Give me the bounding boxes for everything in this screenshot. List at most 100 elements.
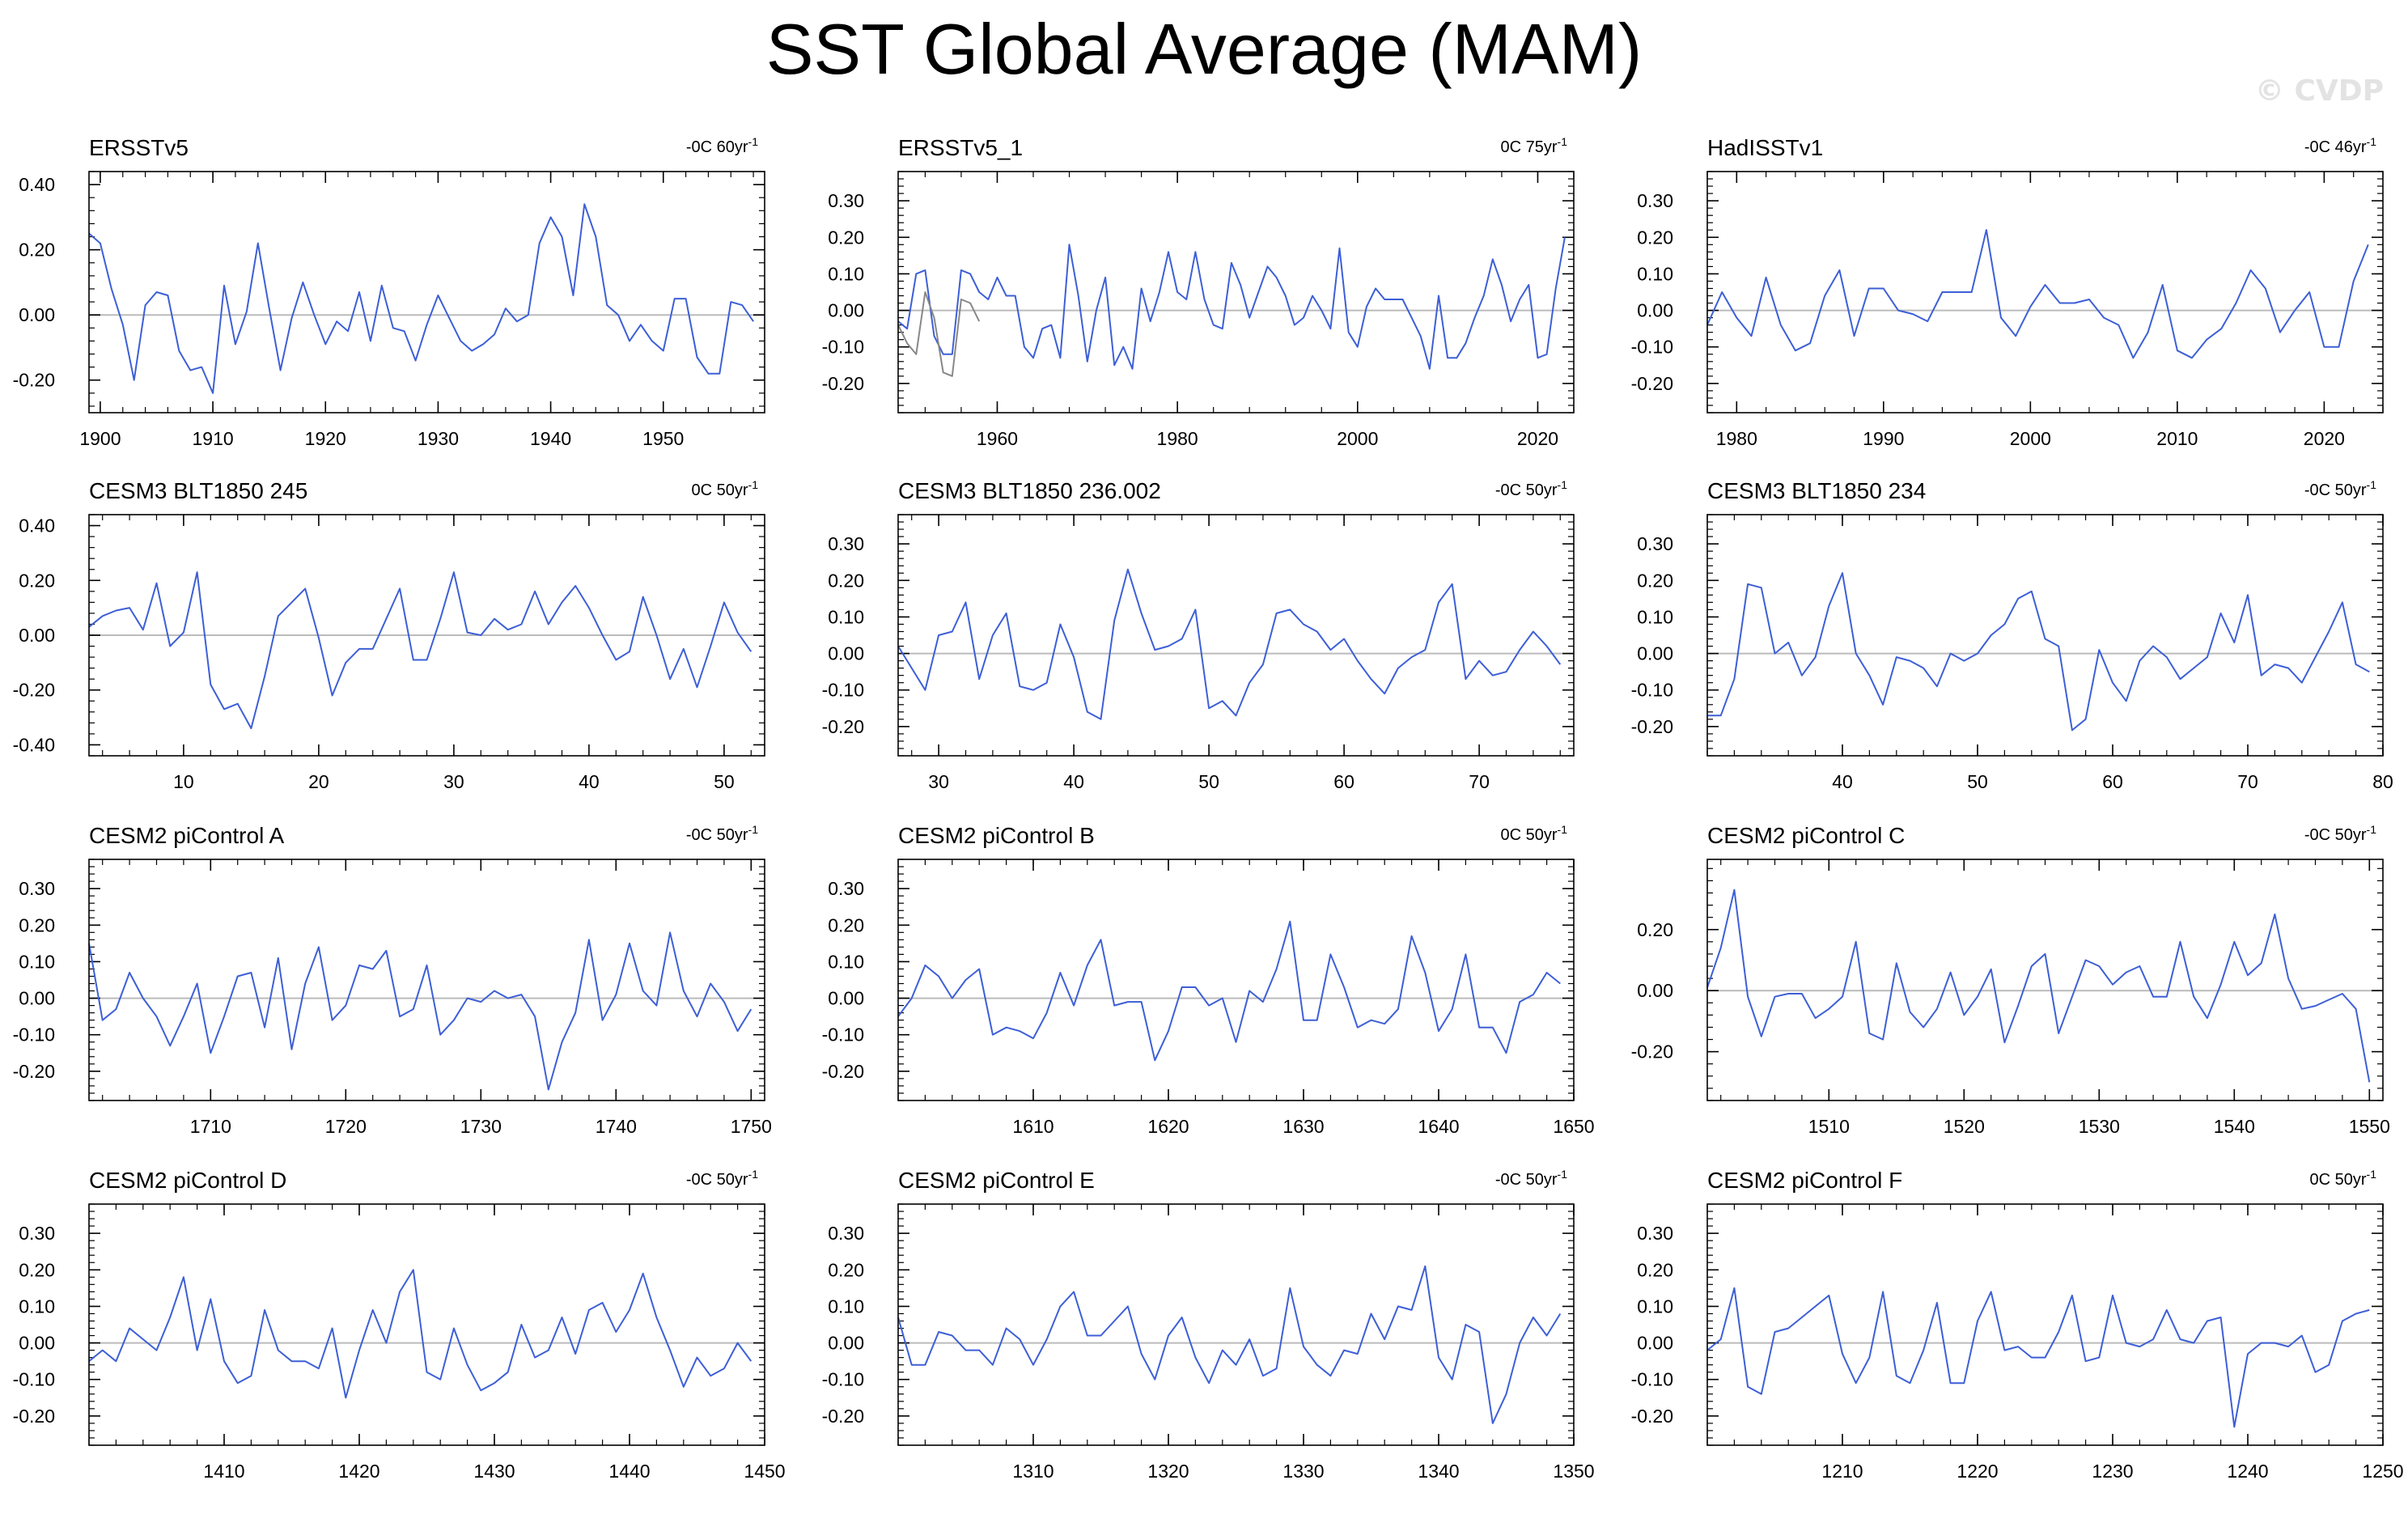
trend-label: 0C 75yr-1 — [1501, 135, 1568, 156]
y-tick-label: 0.10 — [828, 263, 864, 284]
y-tick-label: -0.10 — [13, 1369, 55, 1390]
panel-title: CESM2 piControl E — [898, 1168, 1095, 1193]
x-tick-label: 50 — [1967, 771, 1988, 792]
x-tick-label: 40 — [579, 771, 600, 792]
plot-frame — [1706, 859, 2384, 1101]
x-tick-label: 1440 — [608, 1461, 650, 1482]
y-tick-label: 0.00 — [828, 300, 864, 321]
plot-frame — [88, 171, 765, 413]
panel-title: CESM3 BLT1850 236.002 — [898, 478, 1161, 503]
trend-label: 0C 50yr-1 — [692, 478, 759, 499]
series-line-cesm3-blt1850-234 — [1707, 572, 2370, 732]
y-tick-label: 0.00 — [1637, 643, 1673, 664]
x-tick-label: 1230 — [2092, 1461, 2133, 1482]
y-tick-label: 0.20 — [1637, 227, 1673, 248]
x-tick-label: 50 — [1198, 771, 1219, 792]
x-tick-label: 1980 — [1157, 428, 1198, 449]
x-tick-label: 1930 — [418, 428, 459, 449]
x-tick-label: 1520 — [1944, 1116, 1985, 1137]
panel-cesm2-picontrol-e: CESM2 piControl E -0C 50yr-1 -0.20 -0.10 0.0… — [822, 1168, 1595, 1482]
y-tick-label: 0.10 — [1637, 606, 1673, 627]
y-tick-label: 0.10 — [828, 951, 864, 972]
y-tick-label: -0.10 — [822, 1024, 864, 1045]
series-line-ersstv5 — [88, 203, 754, 394]
trend-label: -0C 50yr-1 — [1495, 478, 1567, 499]
series-line-ersstv5-1-secondary — [897, 291, 981, 377]
y-tick-label: 0.30 — [1637, 533, 1673, 554]
y-tick-label: 0.20 — [19, 240, 55, 261]
y-tick-label: 0.00 — [19, 625, 55, 646]
trend-label: -0C 60yr-1 — [686, 135, 758, 156]
x-tick-label: 2000 — [2010, 428, 2051, 449]
y-tick-label: -0.20 — [13, 680, 55, 701]
x-tick-label: 1640 — [1418, 1116, 1459, 1137]
x-tick-label: 1340 — [1418, 1461, 1459, 1482]
y-tick-label: -0.20 — [1631, 373, 1673, 394]
x-tick-label: 60 — [2102, 771, 2123, 792]
plot-frame — [1706, 171, 2384, 413]
x-tick-label: 30 — [928, 771, 949, 792]
y-tick-label: 0.00 — [19, 304, 55, 325]
x-tick-label: 1530 — [2079, 1116, 2120, 1137]
y-tick-label: 0.30 — [828, 1223, 864, 1244]
y-tick-label: 0.10 — [1637, 263, 1673, 284]
x-tick-label: 1710 — [190, 1116, 231, 1137]
plot-frame — [1706, 514, 2384, 757]
trend-label: 0C 50yr-1 — [1501, 823, 1568, 844]
plot-frame — [897, 859, 1575, 1101]
y-tick-label: 0.20 — [828, 227, 864, 248]
y-tick-label: 0.20 — [1637, 570, 1673, 591]
plot-frame — [88, 859, 765, 1101]
series-line-cesm2-picontrol-a — [88, 931, 752, 1091]
y-tick-label: 0.10 — [19, 951, 55, 972]
series-line-cesm3-blt1850-236-002 — [897, 568, 1562, 720]
panel-cesm3-blt1850-245: CESM3 BLT1850 245 0C 50yr-1 -0.40 -0.20 0.00… — [13, 478, 765, 792]
y-tick-label: 0.00 — [19, 1333, 55, 1354]
panel-title: CESM2 piControl A — [89, 823, 285, 848]
x-tick-label: 1730 — [460, 1116, 502, 1137]
series-line-cesm2-picontrol-d — [88, 1269, 752, 1399]
x-tick-label: 1210 — [1821, 1461, 1863, 1482]
series-line-cesm2-picontrol-c — [1706, 888, 2371, 1083]
x-tick-label: 1310 — [1012, 1461, 1054, 1482]
x-tick-label: 2000 — [1337, 428, 1378, 449]
x-tick-label: 1960 — [977, 428, 1018, 449]
plot-frame — [897, 1203, 1575, 1446]
x-tick-label: 1750 — [731, 1116, 772, 1137]
panel-cesm2-picontrol-b: CESM2 piControl B 0C 50yr-1 -0.20 -0.10 0.00… — [822, 823, 1595, 1137]
x-tick-label: 1420 — [338, 1461, 379, 1482]
y-tick-label: 0.00 — [1637, 1333, 1673, 1354]
y-tick-label: 0.30 — [828, 533, 864, 554]
y-tick-label: 0.00 — [828, 988, 864, 1009]
x-tick-label: 2010 — [2156, 428, 2198, 449]
series-line-cesm2-picontrol-b — [897, 920, 1561, 1062]
y-tick-label: 0.10 — [828, 606, 864, 627]
y-tick-label: 0.20 — [1637, 1259, 1673, 1280]
y-tick-label: -0.10 — [13, 1024, 55, 1045]
x-tick-label: 1350 — [1553, 1461, 1594, 1482]
y-tick-label: -0.40 — [13, 734, 55, 755]
series-line-cesm3-blt1850-245 — [88, 571, 752, 730]
x-tick-label: 1630 — [1282, 1116, 1324, 1137]
y-tick-label: 0.00 — [1637, 980, 1673, 1001]
x-tick-label: 1320 — [1147, 1461, 1189, 1482]
x-tick-label: 1740 — [596, 1116, 637, 1137]
x-tick-label: 1620 — [1147, 1116, 1189, 1137]
y-tick-label: -0.10 — [1631, 337, 1673, 358]
panel-title: CESM2 piControl F — [1707, 1168, 1902, 1193]
x-tick-label: 1450 — [744, 1461, 785, 1482]
y-tick-label: 0.00 — [828, 643, 864, 664]
x-tick-label: 1540 — [2214, 1116, 2255, 1137]
x-tick-label: 40 — [1063, 771, 1084, 792]
y-tick-label: 0.20 — [1637, 919, 1673, 940]
panel-title: CESM2 piControl C — [1707, 823, 1905, 848]
x-tick-label: 70 — [1469, 771, 1490, 792]
y-tick-label: 0.00 — [1637, 300, 1673, 321]
x-tick-label: 1910 — [192, 428, 233, 449]
x-tick-label: 1920 — [305, 428, 346, 449]
figure-title: SST Global Average (MAM) — [765, 9, 1643, 89]
plot-frame — [897, 171, 1575, 413]
y-tick-label: -0.20 — [13, 370, 55, 391]
y-tick-label: 0.30 — [828, 878, 864, 899]
